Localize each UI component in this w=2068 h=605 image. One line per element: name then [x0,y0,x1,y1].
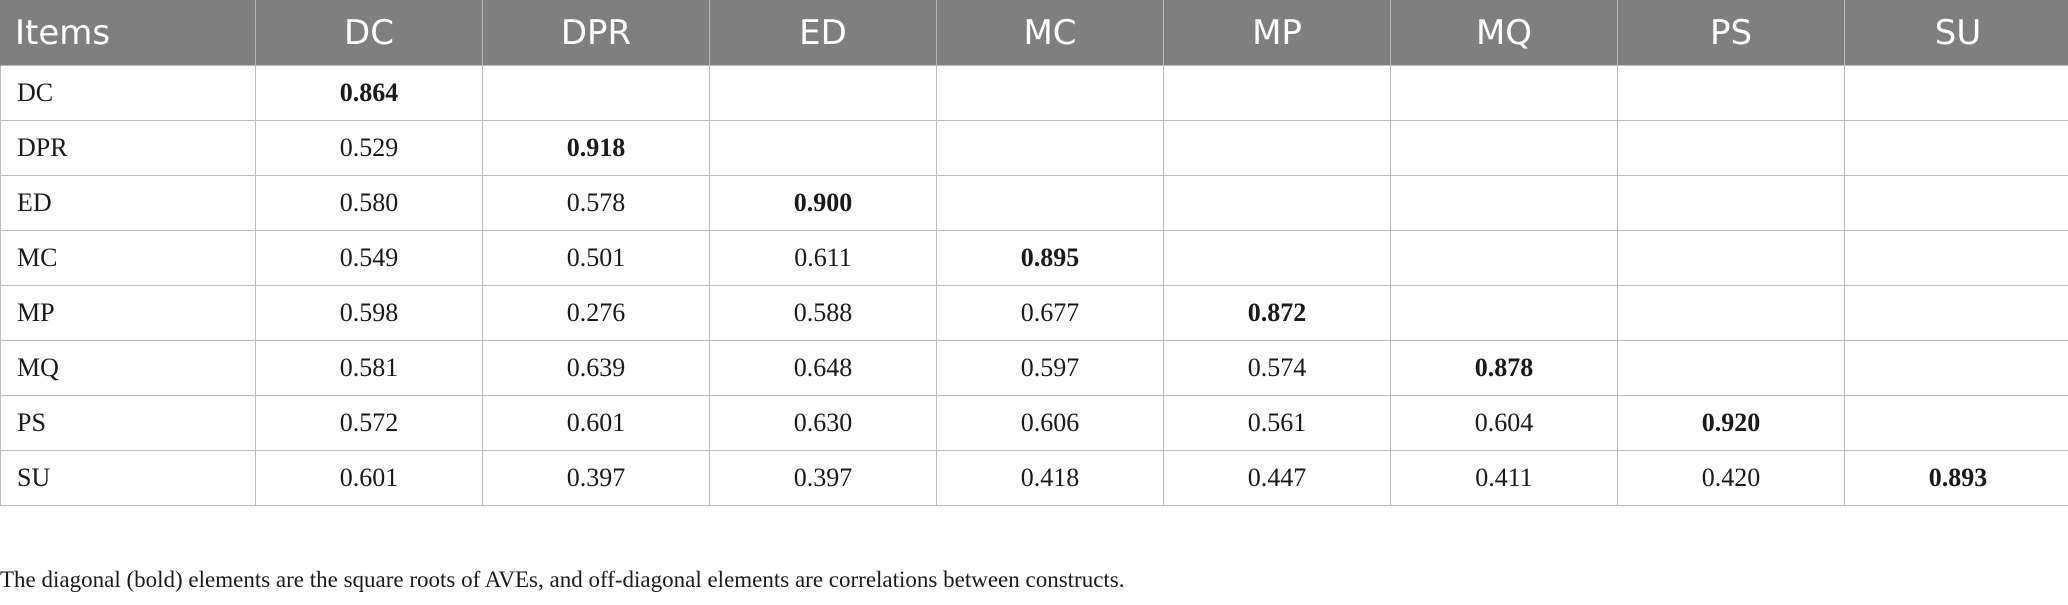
correlation-table: Items DC DPR ED MC MP MQ PS SU DC 0.864 DPR 0.529 0.… [0,0,2068,506]
row-label: MQ [0,340,256,396]
correlation-cell: 0.611 [709,230,937,286]
correlation-cell: 0.418 [936,450,1164,506]
row-label: MC [0,230,256,286]
empty-cell [482,65,710,121]
empty-cell [1617,340,1845,396]
header-su: SU [1844,0,2068,66]
correlation-cell: 0.501 [482,230,710,286]
table-row: MQ 0.581 0.639 0.648 0.597 0.574 0.878 [0,340,2068,396]
correlation-cell: 0.601 [482,395,710,451]
row-label: DC [0,65,256,121]
correlation-cell: 0.447 [1163,450,1391,506]
header-ps: PS [1617,0,1845,66]
correlation-cell: 0.588 [709,285,937,341]
table-footnote: The diagonal (bold) elements are the squ… [0,567,1125,592]
empty-cell [1844,175,2068,231]
header-ed: ED [709,0,937,66]
correlation-cell: 0.397 [709,450,937,506]
correlation-cell: 0.648 [709,340,937,396]
diagonal-cell: 0.893 [1844,450,2068,506]
empty-cell [1390,120,1618,176]
correlation-cell: 0.397 [482,450,710,506]
correlation-cell: 0.549 [255,230,483,286]
empty-cell [709,65,937,121]
header-dc: DC [255,0,483,66]
correlation-cell: 0.574 [1163,340,1391,396]
row-label: PS [0,395,256,451]
empty-cell [1163,175,1391,231]
table-row: DPR 0.529 0.918 [0,120,2068,176]
diagonal-cell: 0.895 [936,230,1164,286]
correlation-cell: 0.601 [255,450,483,506]
correlation-cell: 0.598 [255,285,483,341]
correlation-cell: 0.639 [482,340,710,396]
empty-cell [936,120,1164,176]
header-items: Items [0,0,256,66]
correlation-cell: 0.677 [936,285,1164,341]
diagonal-cell: 0.920 [1617,395,1845,451]
correlation-cell: 0.561 [1163,395,1391,451]
table-row: PS 0.572 0.601 0.630 0.606 0.561 0.604 0.920 [0,395,2068,451]
empty-cell [1617,120,1845,176]
empty-cell [1390,285,1618,341]
table-body: DC 0.864 DPR 0.529 0.918 ED 0.580 0.578 0.900 MC 0… [0,65,2068,506]
table-row: DC 0.864 [0,65,2068,121]
correlation-cell: 0.276 [482,285,710,341]
row-label: DPR [0,120,256,176]
empty-cell [1163,65,1391,121]
empty-cell [1844,230,2068,286]
empty-cell [1617,65,1845,121]
empty-cell [1617,175,1845,231]
header-mp: MP [1163,0,1391,66]
row-label: ED [0,175,256,231]
diagonal-cell: 0.918 [482,120,710,176]
empty-cell [1617,230,1845,286]
empty-cell [1390,65,1618,121]
empty-cell [1844,285,2068,341]
header-mq: MQ [1390,0,1618,66]
empty-cell [1844,120,2068,176]
correlation-cell: 0.597 [936,340,1164,396]
correlation-cell: 0.411 [1390,450,1618,506]
header-mc: MC [936,0,1164,66]
table-header: Items DC DPR ED MC MP MQ PS SU [0,0,2068,66]
correlation-cell: 0.581 [255,340,483,396]
empty-cell [1390,230,1618,286]
correlation-cell: 0.572 [255,395,483,451]
diagonal-cell: 0.872 [1163,285,1391,341]
header-dpr: DPR [482,0,710,66]
empty-cell [1617,285,1845,341]
empty-cell [936,175,1164,231]
empty-cell [709,120,937,176]
correlation-cell: 0.420 [1617,450,1845,506]
empty-cell [1844,65,2068,121]
row-label: MP [0,285,256,341]
correlation-table-container: Items DC DPR ED MC MP MQ PS SU DC 0.864 DPR 0.529 0.… [0,0,2068,506]
correlation-cell: 0.630 [709,395,937,451]
correlation-cell: 0.606 [936,395,1164,451]
empty-cell [1390,175,1618,231]
diagonal-cell: 0.878 [1390,340,1618,396]
correlation-cell: 0.578 [482,175,710,231]
table-row: ED 0.580 0.578 0.900 [0,175,2068,231]
diagonal-cell: 0.864 [255,65,483,121]
table-row: MP 0.598 0.276 0.588 0.677 0.872 [0,285,2068,341]
row-label: SU [0,450,256,506]
header-row: Items DC DPR ED MC MP MQ PS SU [0,0,2068,66]
empty-cell [936,65,1164,121]
empty-cell [1844,340,2068,396]
correlation-cell: 0.580 [255,175,483,231]
empty-cell [1163,230,1391,286]
table-row: MC 0.549 0.501 0.611 0.895 [0,230,2068,286]
correlation-cell: 0.604 [1390,395,1618,451]
table-row: SU 0.601 0.397 0.397 0.418 0.447 0.411 0.420 0.8… [0,450,2068,506]
empty-cell [1844,395,2068,451]
empty-cell [1163,120,1391,176]
correlation-cell: 0.529 [255,120,483,176]
diagonal-cell: 0.900 [709,175,937,231]
